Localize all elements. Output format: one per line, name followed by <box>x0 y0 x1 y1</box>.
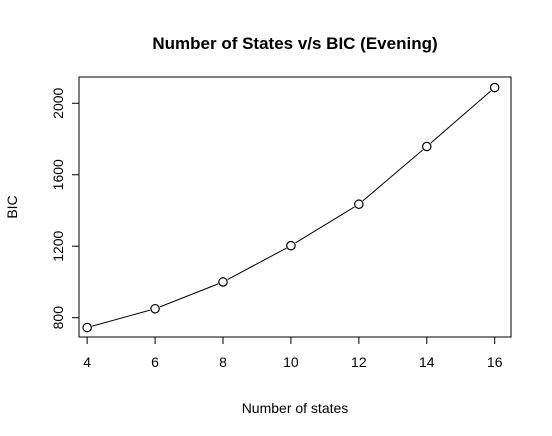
data-point <box>150 303 160 314</box>
data-point <box>489 82 500 93</box>
y-tick-label: 2000 <box>50 87 66 118</box>
data-point <box>218 277 228 287</box>
y-tick-label: 1600 <box>50 159 66 190</box>
x-tick-label: 16 <box>487 354 503 370</box>
x-axis: 4 6 8 10 12 14 16 <box>83 336 503 370</box>
y-axis: 800 1200 1600 2000 <box>50 87 80 330</box>
data-point <box>354 199 364 210</box>
x-axis-label: Number of states <box>242 400 349 416</box>
data-point <box>421 141 432 152</box>
series-line <box>92 90 492 327</box>
x-tick-label: 6 <box>151 354 159 370</box>
x-tick-label: 10 <box>283 354 299 370</box>
y-tick-label: 800 <box>50 306 66 330</box>
x-tick-label: 12 <box>351 354 367 370</box>
y-axis-label: BIC <box>4 195 20 218</box>
plot-box <box>78 76 512 338</box>
y-tick-label: 1200 <box>50 230 66 261</box>
data-point <box>82 322 92 333</box>
x-tick-label: 4 <box>83 354 91 370</box>
data-point <box>286 240 296 251</box>
x-tick-label: 14 <box>419 354 435 370</box>
chart-title: Number of States v/s BIC (Evening) <box>152 34 437 53</box>
series-points <box>82 82 500 333</box>
x-tick-label: 8 <box>219 354 227 370</box>
